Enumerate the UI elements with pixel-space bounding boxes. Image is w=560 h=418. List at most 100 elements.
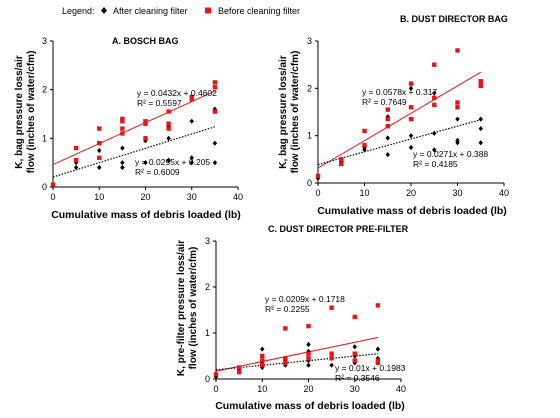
y-axis-label-line: K, bag pressure loss/air xyxy=(14,55,25,168)
point-before xyxy=(283,356,288,361)
y-axis-label-line: K, bag pressure loss/air xyxy=(278,55,289,168)
point-after xyxy=(283,358,288,364)
point-before xyxy=(283,360,288,366)
point-before xyxy=(352,351,357,356)
point-after xyxy=(478,125,483,132)
x-tick-label: 0 xyxy=(315,188,320,198)
point-before xyxy=(362,128,367,134)
point-before xyxy=(73,158,79,163)
point-before xyxy=(50,182,56,187)
point-before xyxy=(455,105,460,110)
x-axis-label: Cumulative mass of debris loaded (lb) xyxy=(215,400,405,412)
trend-r-squared: R² = 0.4185 xyxy=(413,159,458,169)
point-before xyxy=(260,363,265,368)
point-after xyxy=(352,360,357,366)
x-tick-label: 0 xyxy=(213,384,218,394)
trend-equation: y = 0.0295x + 0.205 xyxy=(135,157,210,167)
point-before xyxy=(385,124,390,129)
trend-equation: y = 0.0578x + 0.317 xyxy=(362,87,437,97)
point-before xyxy=(306,323,311,329)
point-after xyxy=(432,147,437,153)
trendline-after xyxy=(317,119,481,166)
point-before xyxy=(432,95,437,100)
point-before xyxy=(213,372,219,377)
x-axis-label: Cumulative mass of debris loaded (lb) xyxy=(51,209,241,221)
point-after xyxy=(120,160,125,166)
y-tick-label: 2 xyxy=(205,282,210,292)
panel-b-dust-director-bag: 0 10 20 30 40 0 1 2 3 B. DUST DIRECTOR BAG Cumulat… xyxy=(278,14,509,217)
point-after xyxy=(166,135,171,141)
y-axis-label-line: flow (inches of water/cfm) xyxy=(26,51,37,174)
panel-title: B. DUST DIRECTOR BAG xyxy=(400,14,508,24)
point-before xyxy=(362,142,367,148)
trend-r-squared: R² = 0.3546 xyxy=(335,373,380,383)
point-before xyxy=(375,303,381,308)
point-before xyxy=(189,97,194,102)
point-before xyxy=(478,81,483,86)
legend: Legend: After cleaning filter Before cle… xyxy=(62,6,300,16)
point-before xyxy=(375,358,381,363)
trend-r-squared: R² = 0.2255 xyxy=(265,304,310,314)
point-before xyxy=(143,136,148,141)
point-before xyxy=(283,326,288,331)
point-after xyxy=(432,90,437,96)
point-before xyxy=(408,81,414,86)
point-before xyxy=(143,119,148,124)
y-tick-label: 0 xyxy=(42,182,47,192)
panel-c-dust-director-pre-filter: 0 10 20 30 40 0 1 2 3 C. DUST DIRECTOR PRE-FILTER… xyxy=(176,224,409,412)
trend-r-squared: R² = 0.5597 xyxy=(137,98,182,108)
point-after xyxy=(212,106,218,112)
point-before xyxy=(236,365,242,370)
point-before xyxy=(385,107,390,112)
panel-title: A. BOSCH BAG xyxy=(112,36,179,46)
point-after xyxy=(408,144,414,151)
y-axis-label-line: K, pre-filter pressure loss/air xyxy=(176,240,187,376)
point-before xyxy=(97,141,102,146)
x-tick-label: 40 xyxy=(396,384,406,394)
y-tick-label: 1 xyxy=(205,328,210,338)
legend-diamond-marker xyxy=(101,7,107,14)
legend-label: Legend: xyxy=(62,6,95,16)
point-before xyxy=(432,102,437,108)
point-before xyxy=(315,173,321,179)
point-after xyxy=(97,164,102,171)
point-before xyxy=(189,94,194,100)
point-after xyxy=(408,85,414,91)
point-after xyxy=(212,160,218,166)
x-tick-label: 40 xyxy=(499,188,509,198)
point-after xyxy=(213,374,219,380)
x-tick-label: 0 xyxy=(50,192,55,202)
y-tick-label: 3 xyxy=(307,36,312,46)
x-tick-label: 30 xyxy=(350,384,360,394)
point-before xyxy=(455,48,460,53)
trend-r-squared: R² = 0.6009 xyxy=(135,167,180,177)
point-after xyxy=(189,155,194,161)
y-tick-label: 3 xyxy=(42,36,47,46)
y-tick-label: 1 xyxy=(307,131,312,141)
y-tick-label: 2 xyxy=(42,85,47,95)
point-before xyxy=(306,356,311,361)
point-after xyxy=(478,140,483,146)
point-after xyxy=(455,116,460,122)
x-tick-label: 30 xyxy=(187,192,197,202)
point-after xyxy=(166,157,171,163)
point-after xyxy=(143,138,148,144)
point-before xyxy=(260,353,265,359)
point-before xyxy=(260,358,265,363)
point-before xyxy=(120,116,125,122)
point-after xyxy=(385,152,390,158)
point-before xyxy=(306,351,311,356)
point-before xyxy=(73,145,79,151)
point-before xyxy=(352,358,357,363)
point-before xyxy=(339,161,344,167)
point-before xyxy=(478,83,483,89)
y-tick-label: 2 xyxy=(307,83,312,93)
point-after xyxy=(166,123,171,129)
panel-a-bosch-bag: 0 10 20 30 40 0 1 2 3 A. BOSCH BAG Cumulative mass… xyxy=(14,36,243,221)
point-before xyxy=(455,100,460,105)
point-after xyxy=(73,164,79,171)
point-before xyxy=(236,369,242,375)
legend-item-after: After cleaning filter xyxy=(113,6,188,16)
trendline-after xyxy=(215,353,378,371)
